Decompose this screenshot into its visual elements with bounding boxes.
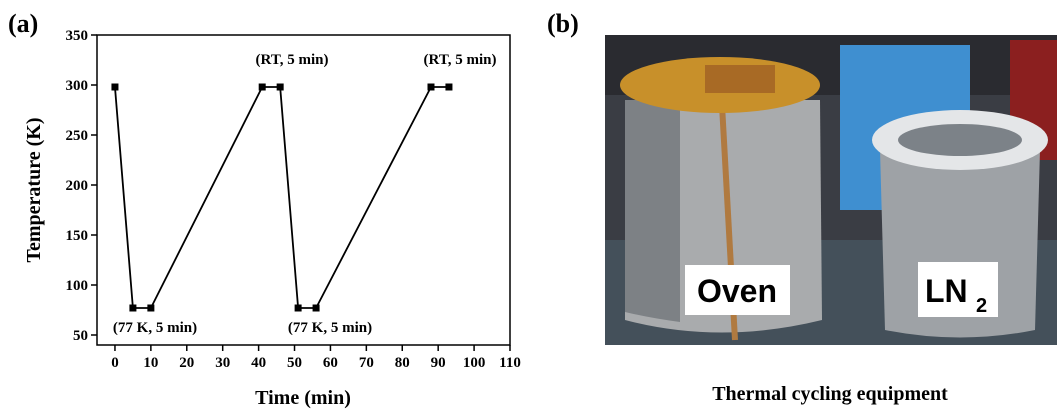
y-tick-label: 150 (66, 228, 89, 244)
x-tick-label: 20 (179, 355, 194, 371)
annotation: (RT, 5 min) (256, 52, 329, 68)
x-tick-label: 80 (395, 355, 410, 371)
data-point (313, 305, 320, 312)
y-axis-label: Temperature (K) (23, 118, 45, 263)
x-tick-label: 100 (463, 355, 486, 371)
x-tick-label: 40 (251, 355, 266, 371)
panel-label: (a) (8, 9, 38, 38)
data-point (259, 84, 266, 91)
annotation: (77 K, 5 min) (113, 320, 197, 336)
y-tick-label: 350 (66, 28, 89, 44)
annotation: (RT, 5 min) (424, 52, 497, 68)
data-line (115, 87, 449, 308)
x-tick-label: 70 (359, 355, 374, 371)
panel-label: (b) (547, 9, 579, 38)
y-tick-label: 50 (73, 328, 88, 344)
x-tick-label: 10 (143, 355, 158, 371)
y-tick-label: 250 (66, 128, 89, 144)
y-tick-label: 300 (66, 78, 89, 94)
photo: Oven LN 2 (605, 35, 1057, 345)
plot-frame (97, 35, 510, 345)
data-point (427, 84, 434, 91)
data-point (129, 305, 136, 312)
data-point (295, 305, 302, 312)
x-tick-label: 30 (215, 355, 230, 371)
x-axis-label: Time (min) (255, 387, 351, 409)
data-point (111, 84, 118, 91)
x-tick-label: 110 (499, 355, 521, 371)
x-tick-label: 0 (111, 355, 119, 371)
photo-label: LN (925, 273, 968, 309)
figure: (a) (b) Temperature (K) Time (min) (RT, … (0, 0, 1057, 410)
photo-label-subscript: 2 (976, 295, 987, 317)
y-tick-label: 200 (66, 178, 89, 194)
photo-label: Oven (697, 273, 777, 309)
y-tick-label: 100 (66, 278, 89, 294)
data-point (277, 84, 284, 91)
data-point (445, 84, 452, 91)
x-tick-label: 60 (323, 355, 338, 371)
data-point (147, 305, 154, 312)
x-tick-label: 50 (287, 355, 302, 371)
caption: Thermal cycling equipment (712, 383, 948, 405)
x-tick-label: 90 (431, 355, 446, 371)
annotation: (77 K, 5 min) (288, 320, 372, 336)
